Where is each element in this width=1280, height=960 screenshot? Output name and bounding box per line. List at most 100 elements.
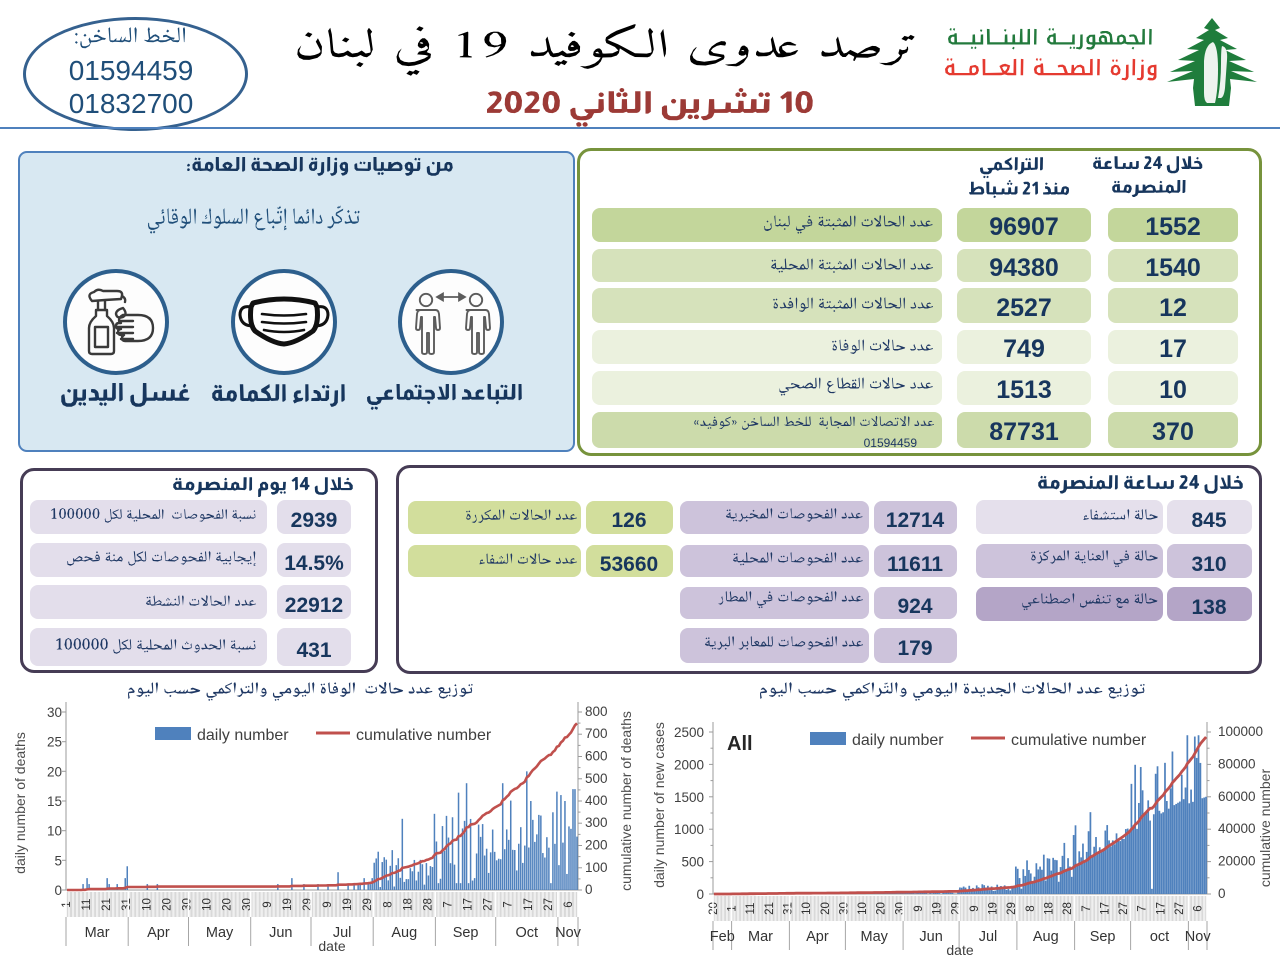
svg-text:2500: 2500: [674, 725, 704, 740]
svg-text:30: 30: [894, 902, 906, 915]
svg-text:Sep: Sep: [1090, 929, 1116, 945]
svg-text:600: 600: [585, 749, 608, 764]
svg-text:oct: oct: [1150, 929, 1169, 945]
svg-text:cumulative number: cumulative number: [1011, 732, 1147, 749]
svg-text:1500: 1500: [674, 790, 704, 805]
svg-text:11: 11: [81, 899, 93, 911]
svg-text:cumulative number: cumulative number: [356, 727, 492, 744]
svg-text:Nov: Nov: [1185, 929, 1212, 945]
svg-text:60000: 60000: [1218, 789, 1256, 804]
svg-text:21: 21: [101, 898, 113, 911]
svg-text:8: 8: [1025, 905, 1037, 911]
svg-text:700: 700: [585, 726, 608, 741]
svg-text:daily number: daily number: [852, 732, 944, 749]
svg-text:date: date: [946, 942, 973, 958]
svg-text:19: 19: [342, 898, 354, 911]
svg-text:8: 8: [382, 901, 394, 907]
svg-text:30: 30: [242, 898, 254, 911]
svg-text:29: 29: [950, 902, 962, 915]
svg-text:20: 20: [47, 764, 62, 779]
svg-text:11: 11: [745, 903, 757, 915]
svg-text:Jun: Jun: [919, 929, 942, 945]
svg-text:All: All: [727, 733, 753, 755]
svg-text:date: date: [318, 938, 345, 954]
svg-text:27: 27: [543, 898, 555, 911]
svg-text:9: 9: [913, 905, 925, 911]
svg-text:18: 18: [402, 898, 414, 911]
svg-text:1000: 1000: [674, 822, 704, 837]
svg-text:30: 30: [47, 705, 62, 720]
svg-text:0: 0: [1218, 886, 1226, 901]
svg-text:10: 10: [47, 824, 62, 839]
svg-text:27: 27: [1118, 902, 1130, 915]
svg-text:Jul: Jul: [979, 929, 998, 945]
svg-text:40000: 40000: [1218, 821, 1256, 836]
svg-text:29: 29: [362, 898, 374, 911]
svg-text:2000: 2000: [674, 757, 704, 772]
svg-text:19: 19: [932, 902, 944, 915]
svg-text:20: 20: [876, 902, 888, 915]
svg-text:19: 19: [282, 898, 294, 911]
svg-text:0: 0: [54, 883, 62, 898]
svg-text:20: 20: [222, 898, 234, 911]
svg-text:5: 5: [54, 853, 62, 868]
svg-text:30: 30: [838, 902, 850, 915]
svg-text:28: 28: [1062, 902, 1074, 915]
svg-text:9: 9: [969, 905, 981, 911]
svg-text:Apr: Apr: [147, 925, 170, 941]
svg-text:Jul: Jul: [333, 925, 352, 941]
svg-text:17: 17: [1099, 902, 1111, 915]
svg-text:Mar: Mar: [748, 929, 773, 945]
svg-text:Oct: Oct: [516, 925, 539, 941]
svg-text:18: 18: [1044, 902, 1056, 915]
svg-text:9: 9: [262, 901, 274, 907]
svg-text:1: 1: [727, 905, 739, 911]
svg-text:Aug: Aug: [1033, 929, 1059, 945]
svg-text:6: 6: [1193, 905, 1205, 911]
svg-text:Mar: Mar: [85, 925, 110, 941]
svg-text:19: 19: [988, 902, 1000, 915]
svg-text:10: 10: [202, 898, 214, 911]
svg-text:29: 29: [1006, 902, 1018, 915]
svg-text:800: 800: [585, 704, 608, 719]
svg-text:10: 10: [857, 902, 869, 915]
svg-text:7: 7: [1081, 905, 1093, 911]
svg-text:17: 17: [523, 898, 535, 911]
svg-text:100000: 100000: [1218, 724, 1263, 739]
svg-text:7: 7: [1137, 905, 1149, 911]
svg-text:9: 9: [322, 901, 334, 907]
svg-text:80000: 80000: [1218, 756, 1256, 771]
svg-text:20: 20: [820, 902, 832, 915]
svg-text:100: 100: [585, 860, 608, 875]
svg-text:500: 500: [681, 855, 704, 870]
svg-text:daily number of deaths: daily number of deaths: [12, 732, 28, 874]
svg-text:27: 27: [1174, 902, 1186, 915]
svg-text:20: 20: [708, 902, 720, 915]
svg-text:15: 15: [47, 794, 62, 809]
svg-text:30: 30: [182, 898, 194, 911]
svg-text:17: 17: [463, 898, 475, 911]
svg-text:28: 28: [422, 898, 434, 911]
svg-text:21: 21: [764, 902, 776, 915]
svg-text:0: 0: [696, 887, 704, 902]
svg-text:May: May: [860, 929, 888, 945]
svg-text:29: 29: [302, 898, 314, 911]
svg-text:500: 500: [585, 771, 608, 786]
svg-text:1: 1: [61, 901, 73, 907]
svg-text:10: 10: [141, 898, 153, 911]
svg-text:Jun: Jun: [269, 925, 292, 941]
svg-text:400: 400: [585, 793, 608, 808]
svg-text:300: 300: [585, 815, 608, 830]
svg-text:31: 31: [121, 898, 133, 911]
svg-text:daily number of new cases: daily number of new cases: [651, 722, 667, 888]
svg-text:cumulative number: cumulative number: [1257, 769, 1273, 888]
svg-text:Apr: Apr: [806, 929, 829, 945]
svg-text:cumulative number of deaths: cumulative number of deaths: [618, 711, 634, 891]
svg-text:Sep: Sep: [453, 925, 479, 941]
svg-text:6: 6: [563, 901, 575, 907]
svg-text:27: 27: [483, 898, 495, 911]
svg-text:Feb: Feb: [710, 929, 735, 945]
svg-text:daily number: daily number: [197, 727, 289, 744]
svg-text:25: 25: [47, 735, 62, 750]
svg-text:20: 20: [161, 898, 173, 911]
